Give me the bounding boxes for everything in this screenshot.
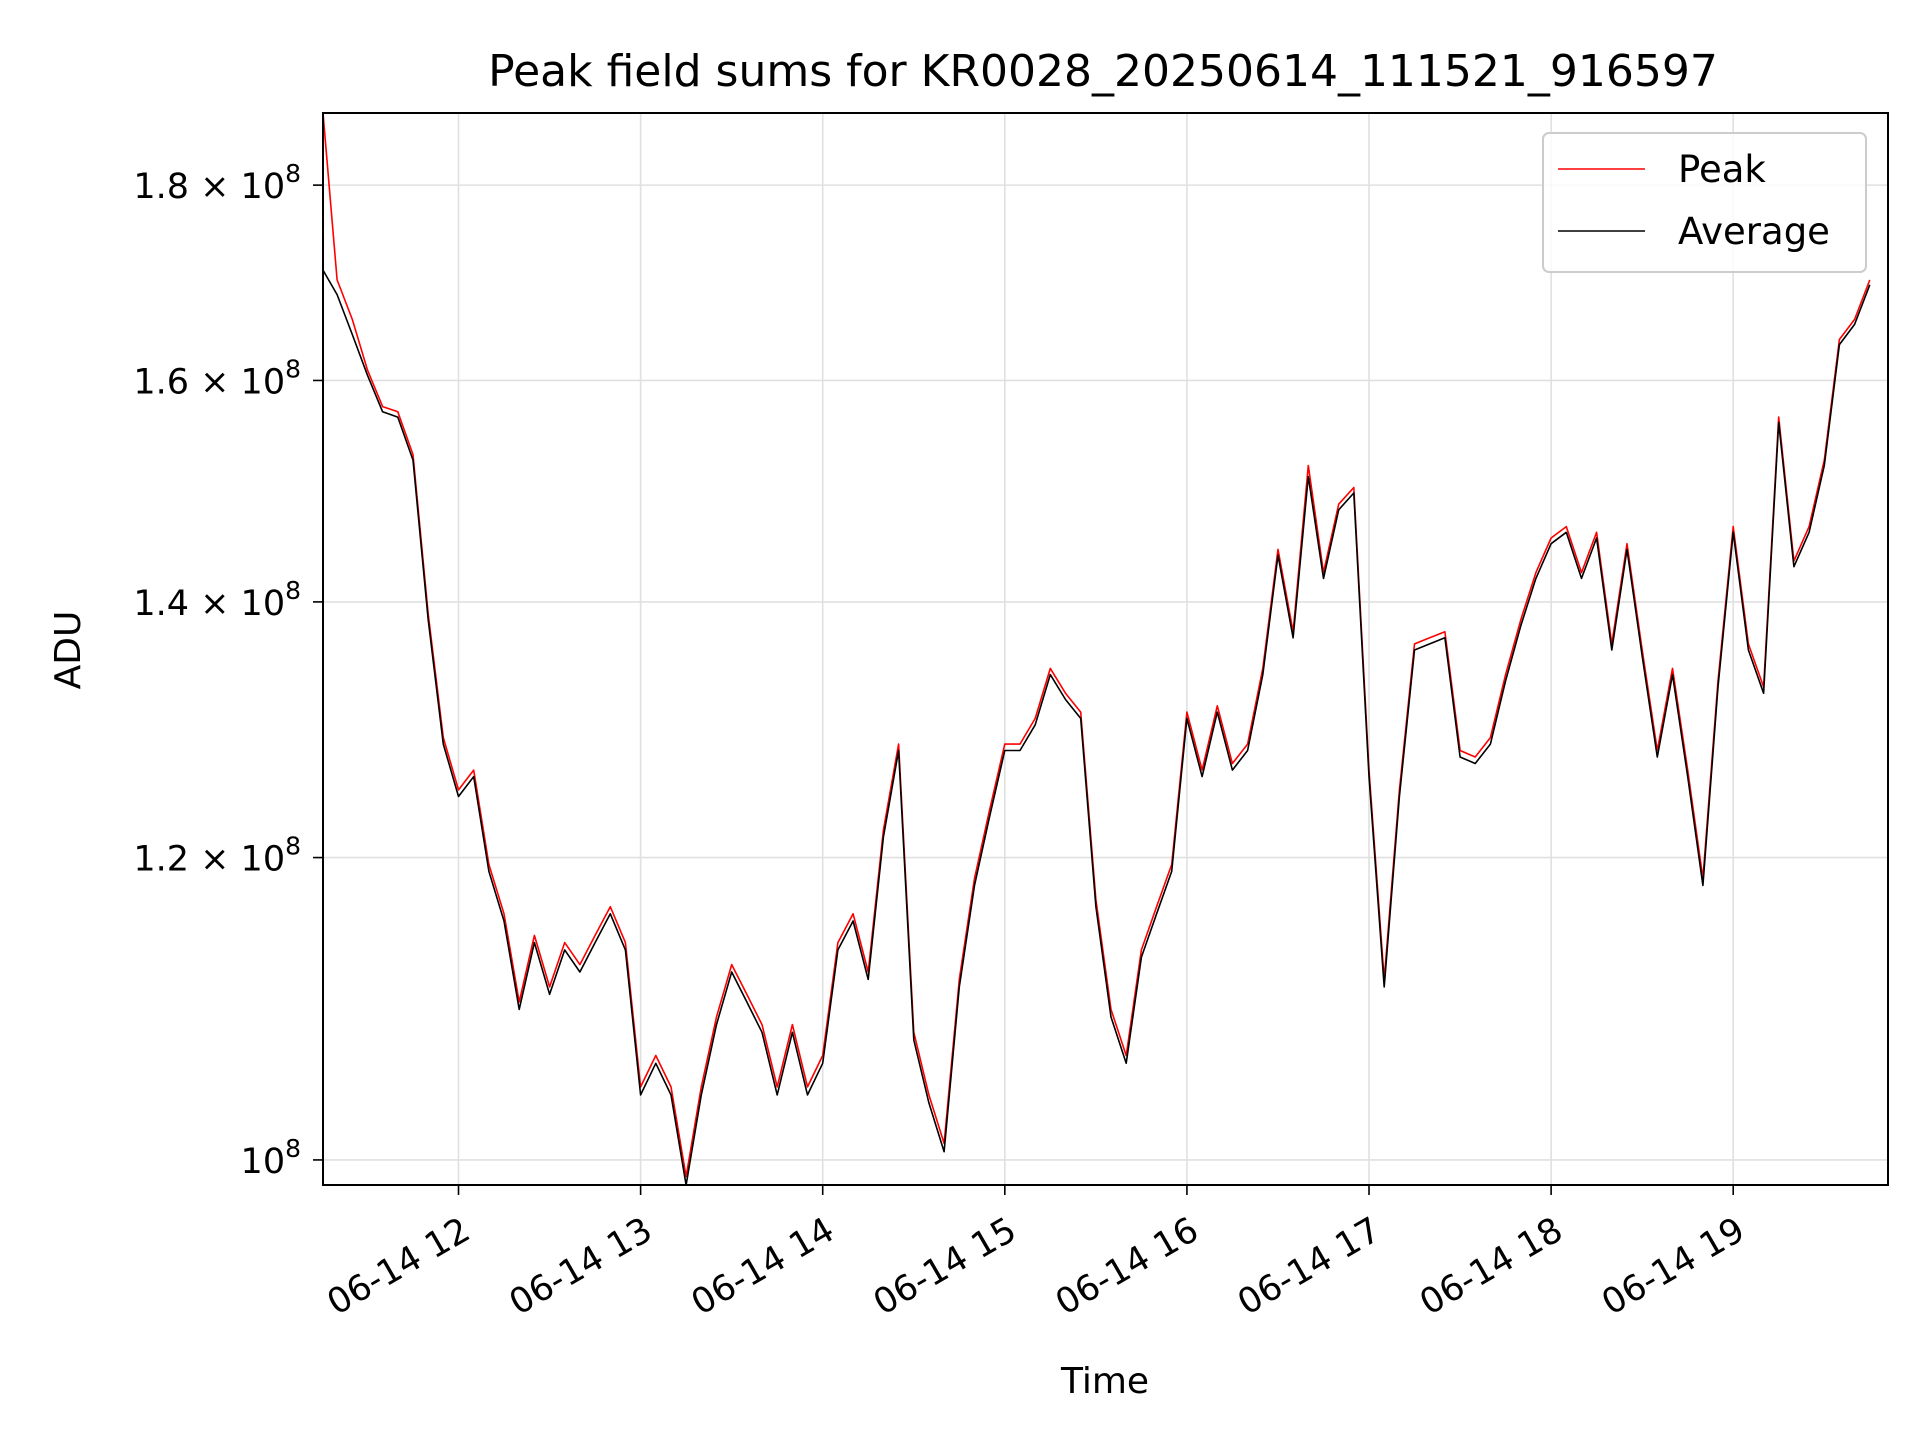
legend: Peak Average <box>1542 132 1867 273</box>
legend-box <box>1542 132 1867 273</box>
y-tick-label: 108 <box>241 1134 301 1182</box>
y-axis-ticks: 108 1.2 × 108 1.4 × 108 1.6 × 108 1.8 × 108 <box>133 159 323 1182</box>
y-tick-label: 1.2 × 108 <box>133 832 301 880</box>
grid <box>323 113 1888 1185</box>
plot-area <box>323 113 1871 1185</box>
y-tick-label: 1.6 × 108 <box>133 354 301 402</box>
y-tick-label: 1.8 × 108 <box>133 159 301 207</box>
legend-label-average: Average <box>1678 210 1830 253</box>
axes-frame <box>322 112 1889 1186</box>
x-axis-label: Time <box>1060 1361 1149 1402</box>
chart-title: Peak field sums for KR0028_20250614_1115… <box>488 46 1718 97</box>
y-axis-label: ADU <box>48 611 89 690</box>
y-tick-label: 1.4 × 108 <box>133 576 301 624</box>
legend-label-peak: Peak <box>1678 148 1766 191</box>
series-line-average <box>323 269 1871 1185</box>
